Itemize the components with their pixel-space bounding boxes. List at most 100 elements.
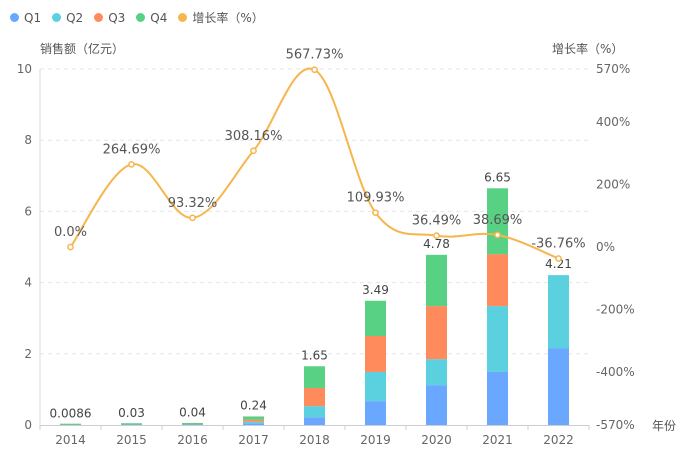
- growth-line-series: [67, 66, 562, 262]
- legend-item-q3[interactable]: Q3: [94, 11, 125, 25]
- growth-label: 308.16%: [225, 129, 283, 144]
- axes: [39, 69, 590, 430]
- y-tick-label-left: 6: [24, 204, 32, 218]
- y-axis-title-right: 增长率（%）: [552, 42, 624, 56]
- x-tick-label: 2014: [55, 433, 86, 447]
- growth-point-2022: [555, 255, 562, 262]
- y-tick-label-right: 400%: [596, 115, 630, 129]
- y-axis-title-left: 销售额（亿元）: [40, 42, 125, 56]
- bar-segment-q4-2018: [304, 366, 325, 388]
- bar-total-label: 3.49: [362, 283, 389, 297]
- bar-segment-q4-2014: [60, 423, 81, 425]
- bar-segment-q3-2019: [365, 336, 386, 372]
- bar-segment-q3-2020: [426, 306, 447, 360]
- y-tick-label-right: -570%: [596, 418, 635, 432]
- growth-label: 93.32%: [168, 196, 218, 211]
- y-ticks-left: 0 2 4 6 8 10: [17, 62, 32, 432]
- legend-label-q4: Q4: [150, 10, 168, 25]
- x-tick-label: 2015: [116, 433, 147, 447]
- bar-segment-q1-2020: [426, 385, 447, 425]
- bar-total-label: 1.65: [301, 348, 328, 362]
- growth-point-2018: [311, 66, 318, 74]
- bar-segment-q2-2021: [487, 306, 508, 372]
- growth-label: 109.93%: [347, 191, 405, 206]
- y-tick-label-left: 10: [17, 62, 32, 76]
- x-tick-label: 2021: [482, 433, 513, 447]
- bar-total-label: 0.0086: [50, 407, 92, 421]
- bar-total-label: 0.04: [179, 406, 206, 420]
- bar-segment-q4-2021: [487, 188, 508, 255]
- legend-item-q1[interactable]: Q1: [10, 11, 41, 25]
- y-tick-label-right: 200%: [596, 178, 630, 192]
- legend-marker-growth: [178, 13, 188, 22]
- growth-point-2017: [250, 147, 257, 155]
- bar-segment-q2-2022: [548, 275, 569, 349]
- growth-label: -36.76%: [531, 236, 585, 251]
- x-tick-label: 2017: [238, 433, 269, 447]
- growth-label: 38.69%: [473, 213, 523, 228]
- legend-item-q2[interactable]: Q2: [52, 11, 83, 25]
- legend-label-q3: Q3: [108, 10, 126, 25]
- y-tick-label-right: 0%: [596, 240, 615, 254]
- bar-segment-q4-2019: [365, 300, 386, 336]
- bar-segment-q4-2020: [426, 254, 447, 307]
- growth-label: 264.69%: [103, 142, 161, 157]
- legend-item-q4[interactable]: Q4: [136, 11, 167, 25]
- bar-total-label: 0.03: [118, 406, 145, 420]
- legend-label-q1: Q1: [24, 10, 42, 25]
- y-tick-label-left: 4: [24, 276, 32, 290]
- x-tick-label: 2018: [299, 433, 330, 447]
- growth-point-2015: [128, 160, 135, 168]
- growth-label: 36.49%: [412, 214, 462, 229]
- bar-segment-q2-2017: [243, 421, 264, 424]
- growth-point-2014: [67, 243, 74, 251]
- bar-segment-q4-2016: [182, 422, 203, 424]
- bar-segment-q4-2017: [243, 416, 264, 420]
- growth-label: 567.73%: [286, 48, 344, 63]
- x-axis-title: 年份: [652, 419, 677, 433]
- x-ticks: 2014 2015 2016 2017 2018 2019 2020 2021 2022: [55, 433, 574, 447]
- x-tick-label: 2022: [543, 433, 574, 447]
- growth-point-2021: [494, 231, 501, 239]
- bar-total-label: 4.21: [545, 257, 572, 271]
- x-tick-label: 2016: [177, 433, 208, 447]
- growth-point-2016: [189, 214, 196, 222]
- bar-segment-q1-2022: [548, 348, 569, 425]
- y-ticks-right: -570% -400% -200% 0% 200% 400% 570%: [596, 62, 635, 432]
- bar-segment-q2-2019: [365, 371, 386, 402]
- legend-marker-q2: [52, 13, 62, 22]
- legend-label-growth: 增长率（%）: [192, 11, 264, 25]
- y-tick-label-left: 8: [24, 133, 32, 147]
- x-tick-label: 2019: [360, 433, 391, 447]
- chart-legend: Q1 Q2 Q3 Q4 增长率（%）: [10, 9, 275, 26]
- y-tick-label-right: -400%: [596, 365, 635, 379]
- bar-segment-q1-2018: [304, 417, 325, 425]
- bar-segment-q2-2018: [304, 406, 325, 418]
- legend-label-q2: Q2: [66, 10, 84, 25]
- bar-series: [60, 188, 569, 425]
- y-tick-label-left: 2: [24, 347, 32, 361]
- bar-segment-q1-2021: [487, 371, 508, 425]
- bar-segment-q4-2015: [121, 423, 142, 425]
- growth-label: 0.0%: [54, 225, 87, 240]
- bar-total-label: 4.78: [423, 237, 450, 251]
- growth-line: [69, 67, 559, 260]
- bar-segment-q3-2018: [304, 387, 325, 407]
- legend-marker-q1: [10, 13, 19, 22]
- growth-labels: 0.0% 264.69% 93.32% 308.16% 567.73% 109.93% 36…: [54, 48, 586, 252]
- y-tick-label-right: -200%: [596, 302, 635, 316]
- legend-marker-q4: [136, 13, 146, 22]
- bar-segment-q1-2017: [243, 423, 264, 425]
- bar-total-label: 6.65: [484, 170, 511, 184]
- bar-segment-q3-2017: [243, 419, 264, 422]
- bar-total-labels: 0.0086 0.03 0.04 0.24 1.65 3.49 4.78 6.65 4.21: [50, 170, 572, 420]
- bar-segment-q2-2020: [426, 359, 447, 386]
- bar-segment-q3-2021: [487, 254, 508, 307]
- bar-total-label: 0.24: [240, 398, 267, 412]
- legend-item-growth[interactable]: 增长率（%）: [178, 9, 264, 26]
- growth-point-2019: [372, 209, 379, 217]
- growth-point-2020: [433, 232, 440, 239]
- legend-marker-q3: [94, 13, 104, 22]
- bar-segment-q1-2019: [365, 401, 386, 425]
